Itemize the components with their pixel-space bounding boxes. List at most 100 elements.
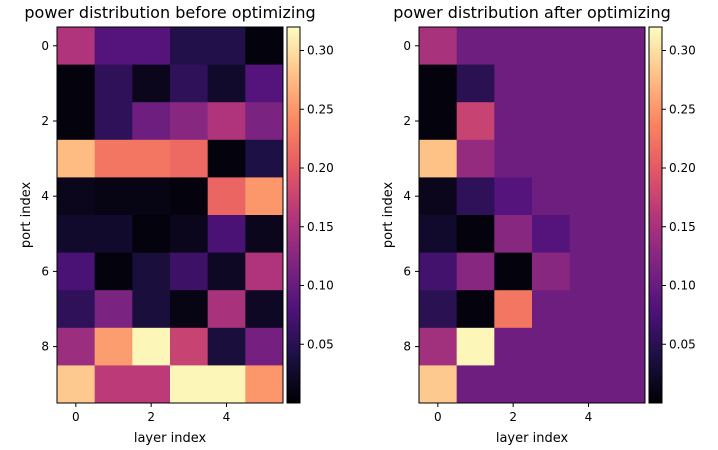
heatmap-cell-r7-c1: [456, 290, 495, 329]
heatmap-cell-r9-c2: [132, 365, 171, 404]
heatmap-cell-r9-c3: [532, 365, 571, 404]
heatmap-cell-r4-c3: [170, 177, 209, 216]
heatmap-cell-r7-c2: [494, 290, 533, 329]
heatmap-cell-r6-c0: [419, 252, 458, 291]
heatmap-cell-r5-c1: [94, 215, 133, 253]
heatmap-cell-r0-c1: [456, 27, 495, 65]
heatmap-cell-r7-c5: [607, 290, 646, 329]
heatmap-cell-r1-c2: [132, 64, 171, 103]
heatmap-cell-r7-c1: [94, 290, 133, 329]
heatmap-cell-r3-c1: [94, 139, 133, 178]
heatmap-cell-r8-c5: [245, 327, 284, 366]
heatmap-cell-r8-c0: [419, 327, 458, 366]
heatmap-cell-r2-c1: [456, 102, 495, 141]
heatmap-cell-r0-c5: [607, 27, 646, 65]
heatmap-cell-r5-c5: [607, 215, 646, 253]
heatmap-cell-r2-c3: [170, 102, 209, 141]
heatmap-cell-r2-c5: [607, 102, 646, 141]
heatmap-cell-r2-c4: [207, 102, 246, 141]
heatmap-cell-r2-c4: [569, 102, 608, 141]
heatmap-cell-r5-c2: [132, 215, 171, 253]
heatmap-cell-r6-c1: [94, 252, 133, 291]
heatmap-cell-r2-c1: [94, 102, 133, 141]
plot-frame: [56, 26, 284, 404]
heatmap-cell-r7-c2: [132, 290, 171, 329]
x-axis-ticks: 0 2 4: [434, 403, 592, 424]
heatmap-cell-r1-c1: [94, 64, 133, 103]
heatmap-cell-r5-c4: [207, 215, 246, 253]
colorbar-ticks: 0.05 0.10 0.15 0.20 0.25 0.30: [300, 44, 334, 351]
y-tick-label: 6: [403, 264, 411, 278]
colorbar-frame: [648, 26, 663, 404]
heatmap-cell-r0-c4: [207, 27, 246, 65]
heatmap-cell-r5-c3: [170, 215, 209, 253]
heatmap-cell-r7-c3: [170, 290, 209, 329]
heatmap-cell-r6-c2: [132, 252, 171, 291]
heatmap-cell-r0-c0: [57, 27, 96, 65]
heatmap-cell-r0-c0: [419, 27, 458, 65]
heatmap-cell-r0-c3: [532, 27, 571, 65]
heatmap-cell-r0-c5: [245, 27, 284, 65]
heatmap-cell-r1-c4: [207, 64, 246, 103]
heatmap-cell-r1-c0: [57, 64, 96, 103]
y-axis-ticks: 0 2 4 6 8: [403, 39, 419, 354]
heatmap-cell-r2-c2: [132, 102, 171, 141]
colorbar: [649, 27, 662, 403]
heatmap-cell-r0-c4: [569, 27, 608, 65]
y-tick-label: 0: [403, 39, 411, 53]
y-tick-label: 8: [403, 340, 411, 354]
heatmap-cell-r5-c1: [456, 215, 495, 253]
chart-before: power distribution before optimizing 0 2 4…: [19, 3, 334, 446]
colorbar-tick-label: 0.05: [669, 337, 696, 351]
heatmap-cell-r5-c0: [57, 215, 96, 253]
heatmap-cell-r1-c1: [456, 64, 495, 103]
heatmap-cell-r4-c4: [207, 177, 246, 216]
heatmap-cell-r8-c5: [607, 327, 646, 366]
heatmap-cells: [419, 27, 646, 404]
colorbar-tick-label: 0.25: [307, 102, 334, 116]
heatmap-cell-r0-c3: [170, 27, 209, 65]
heatmap-cell-r4-c0: [57, 177, 96, 216]
heatmap-cell-r3-c4: [569, 139, 608, 178]
heatmap-cell-r2-c2: [494, 102, 533, 141]
y-axis-label: port index: [381, 182, 396, 249]
heatmap-cell-r8-c0: [57, 327, 96, 366]
heatmap-cell-r9-c1: [456, 365, 495, 404]
colorbar: [287, 27, 300, 403]
heatmap-cell-r7-c5: [245, 290, 284, 329]
colorbar-frame: [286, 26, 301, 404]
heatmap-cell-r3-c0: [419, 139, 458, 178]
heatmap-cell-r2-c0: [419, 102, 458, 141]
heatmap-cell-r6-c3: [170, 252, 209, 291]
heatmap-cell-r1-c3: [532, 64, 571, 103]
heatmap-cell-r6-c2: [494, 252, 533, 291]
heatmap-cell-r6-c4: [569, 252, 608, 291]
heatmap-cell-r3-c5: [245, 139, 284, 178]
heatmap-cell-r9-c3: [170, 365, 209, 404]
heatmap-cell-r1-c4: [569, 64, 608, 103]
heatmap-cell-r0-c1: [94, 27, 133, 65]
heatmap-cell-r5-c5: [245, 215, 284, 253]
x-tick-label: 4: [585, 410, 593, 424]
heatmap-cell-r3-c4: [207, 139, 246, 178]
heatmap-cell-r3-c3: [532, 139, 571, 178]
heatmap-cell-r6-c1: [456, 252, 495, 291]
heatmap-cell-r4-c1: [456, 177, 495, 216]
heatmap-cell-r2-c3: [532, 102, 571, 141]
heatmap-cell-r0-c2: [494, 27, 533, 65]
x-axis-label: layer index: [496, 431, 569, 446]
heatmap-cell-r9-c5: [607, 365, 646, 404]
y-tick-label: 0: [41, 39, 49, 53]
heatmap-cell-r9-c4: [207, 365, 246, 404]
colorbar-tick-label: 0.10: [669, 279, 696, 293]
heatmap-cell-r3-c2: [494, 139, 533, 178]
heatmap-cell-r8-c1: [94, 327, 133, 366]
heatmap-cell-r0-c2: [132, 27, 171, 65]
heatmap-cell-r6-c5: [245, 252, 284, 291]
heatmap-cell-r5-c0: [419, 215, 458, 253]
y-tick-label: 4: [403, 189, 411, 203]
y-tick-label: 2: [41, 114, 49, 128]
heatmap-cell-r1-c5: [245, 64, 284, 103]
heatmap-cell-r4-c2: [494, 177, 533, 216]
colorbar-tick-label: 0.25: [669, 102, 696, 116]
